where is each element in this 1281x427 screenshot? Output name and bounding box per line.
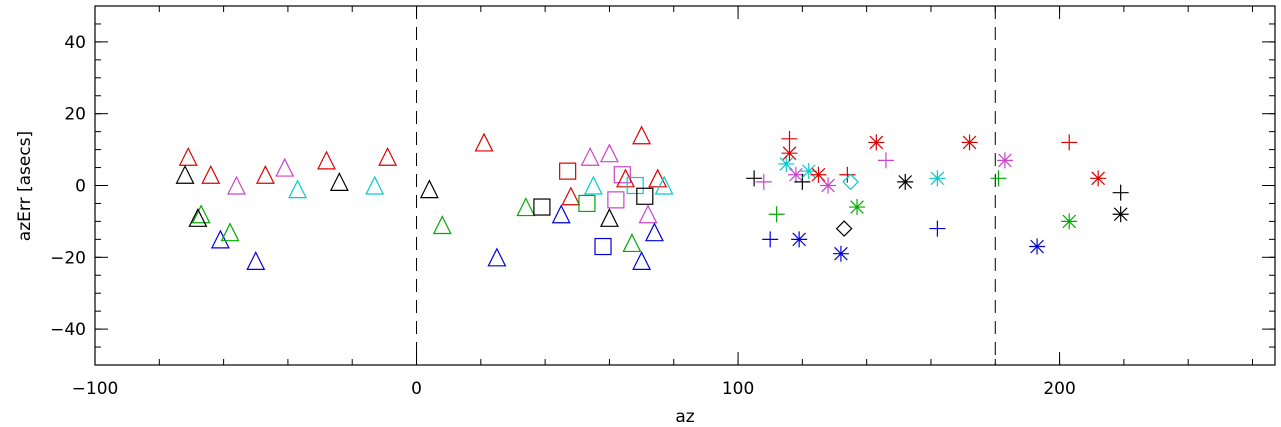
asterisk-point [897,173,914,190]
triangle-point [178,146,198,166]
plus-point [794,173,811,190]
triangle-point [654,175,674,195]
triangle-point [227,175,246,195]
plus-point [755,173,772,190]
diamond-point [842,173,859,191]
x-tick-label: 200 [1043,379,1075,399]
y-tick-label: 40 [64,33,86,53]
plus-point [839,166,856,183]
plus-point [877,152,894,169]
x-axis-label: az [675,407,694,427]
plus-point [990,170,1007,187]
triangle-point [648,168,668,188]
triangle-point [487,247,507,267]
triangle-point [275,157,295,177]
triangle-point [188,207,208,227]
triangle-point [580,146,600,166]
asterisk-point [1112,206,1129,223]
triangle-point [201,164,221,184]
triangle-point [599,207,619,227]
plus-point [1061,134,1078,151]
asterisk-point [778,155,795,172]
triangle-point [561,186,581,206]
asterisk-point [929,170,946,187]
triangle-point [632,251,652,270]
asterisk-point [791,231,808,248]
square-point [626,176,644,195]
y-tick-label: 20 [64,105,86,125]
triangle-point [551,204,571,224]
triangle-point [378,146,398,166]
triangle-point [474,132,494,152]
triangle-point [246,251,266,270]
asterisk-point [961,134,978,151]
triangle-point [583,175,603,195]
x-tick-label: 0 [411,379,422,399]
diamond-point [835,220,853,237]
asterisk-point [800,163,817,180]
asterisk-point [832,245,849,262]
plus-point [781,130,798,147]
triangle-point [255,164,275,184]
data-points [175,125,1129,270]
triangle-point [616,168,635,188]
y-tick-label: −20 [50,248,86,268]
tick-labels: −100 0 100 200 −40 −20 0 20 40 [50,33,1076,399]
asterisk-point [1029,238,1046,255]
triangle-point [191,204,211,224]
square-point [533,198,551,216]
square-point [559,162,577,180]
plus-point [762,231,779,248]
asterisk-point [849,199,866,216]
plus-point [1112,184,1129,201]
triangle-point [622,233,642,253]
square-point [594,237,612,256]
triangle-point [175,164,195,184]
asterisk-point [1090,170,1107,187]
x-tick-label: −100 [72,379,119,399]
triangle-point [365,175,385,195]
plus-point [929,220,946,237]
asterisk-point [781,145,798,162]
y-axis-label: azErr [asecs] [15,131,35,241]
asterisk-point [996,152,1013,169]
triangle-point [317,150,336,170]
triangle-point [432,215,452,235]
triangle-point [419,179,439,199]
square-point [613,166,631,184]
square-point [636,187,654,205]
triangle-point [220,222,240,242]
asterisk-point [868,134,885,151]
triangle-point [210,229,230,249]
plus-point [746,170,763,187]
asterisk-point [787,166,804,183]
x-tick-label: 100 [722,379,754,399]
asterisk-point [810,166,827,183]
triangle-point [516,197,536,217]
square-point [578,194,596,213]
triangle-point [644,222,664,242]
y-tick-label: 0 [75,177,86,197]
asterisk-point [820,177,837,194]
reference-lines [416,6,996,365]
plus-point [768,206,785,223]
square-point [607,191,625,209]
triangle-point [599,143,619,163]
triangle-point [638,204,658,224]
triangle-point [632,125,652,145]
y-tick-label: −40 [50,320,86,340]
triangle-point [288,179,308,199]
triangle-point [329,172,349,192]
asterisk-point [1061,213,1078,230]
